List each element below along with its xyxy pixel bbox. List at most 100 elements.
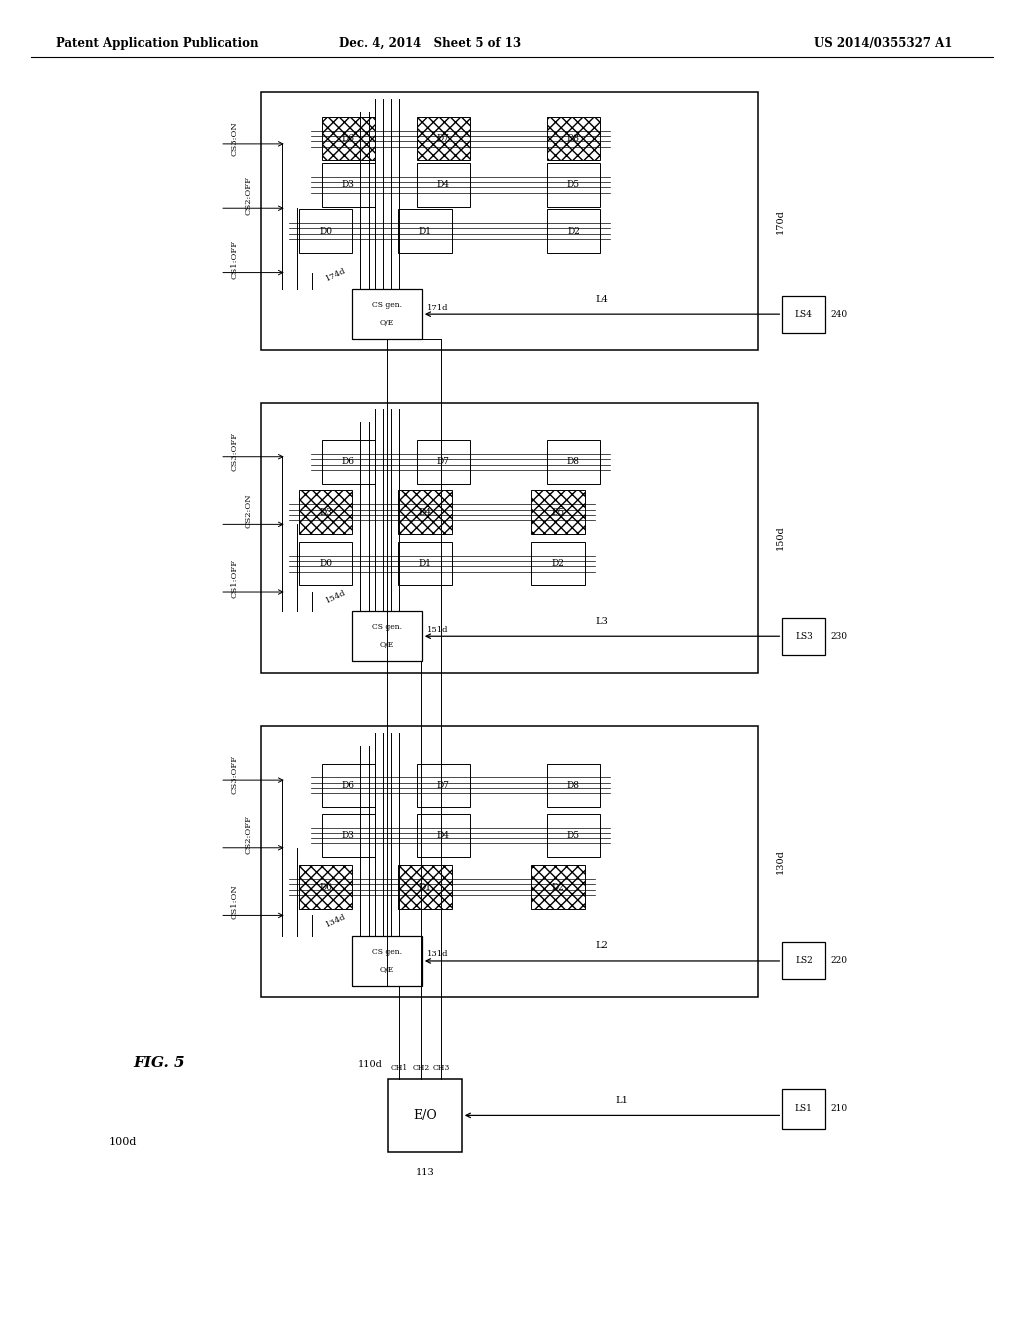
Bar [299,866,352,908]
Bar [398,490,452,533]
Text: CS1:ON: CS1:ON [230,884,239,919]
Text: 170d: 170d [776,209,784,234]
Bar [417,162,470,206]
Bar [299,490,352,533]
Text: D7: D7 [437,135,450,143]
Bar [398,541,452,586]
Text: 240: 240 [830,310,848,318]
Text: LS4: LS4 [795,310,813,318]
Text: D6: D6 [342,458,354,466]
Text: 151d: 151d [427,626,449,634]
Text: 100d: 100d [109,1137,137,1147]
Bar [547,116,600,160]
Text: L2: L2 [596,941,608,950]
Text: D2: D2 [552,883,564,891]
Text: CH3: CH3 [432,1064,450,1072]
Bar [547,763,600,807]
Text: D8: D8 [567,458,580,466]
Text: CS3:ON: CS3:ON [230,121,239,156]
Text: D4: D4 [437,181,450,189]
Text: L4: L4 [596,294,608,304]
Text: FIG. 5: FIG. 5 [133,1056,184,1069]
Text: CS3:OFF: CS3:OFF [230,432,239,471]
Text: Dec. 4, 2014   Sheet 5 of 13: Dec. 4, 2014 Sheet 5 of 13 [339,37,521,50]
Text: O/E: O/E [380,642,394,649]
Bar [417,813,470,858]
Text: D1: D1 [419,883,431,891]
Bar [782,1089,825,1129]
Text: 150d: 150d [776,525,784,550]
Text: D7: D7 [437,781,450,789]
Bar [322,813,375,858]
Text: L3: L3 [596,616,608,626]
Text: O/E: O/E [380,966,394,974]
Text: D2: D2 [567,227,580,235]
Text: CS2:ON: CS2:ON [245,494,253,528]
Bar [417,440,470,483]
Text: D1: D1 [419,227,431,235]
Text: D0: D0 [319,227,332,235]
Text: CS1:OFF: CS1:OFF [230,240,239,280]
Text: O/E: O/E [380,319,394,327]
Bar [261,92,758,350]
Text: D3: D3 [319,508,332,516]
Text: 174d: 174d [325,267,347,282]
Bar [388,1080,462,1151]
Text: D4: D4 [437,832,450,840]
Text: LS3: LS3 [795,632,813,640]
Text: 134d: 134d [325,913,347,929]
Bar [261,403,758,673]
Text: CS2:OFF: CS2:OFF [245,814,253,854]
Bar [322,763,375,807]
Bar [322,116,375,160]
Text: CS gen.: CS gen. [372,948,402,956]
Text: 171d: 171d [427,304,449,312]
Bar [531,490,585,533]
Bar [547,440,600,483]
Text: D3: D3 [342,832,354,840]
Text: 110d: 110d [358,1060,383,1069]
Text: D0: D0 [319,883,332,891]
Text: D5: D5 [567,181,580,189]
Text: CS2:OFF: CS2:OFF [245,176,253,215]
Text: CS gen.: CS gen. [372,301,402,309]
Text: D2: D2 [552,560,564,568]
Text: CS gen.: CS gen. [372,623,402,631]
Text: D6: D6 [342,135,354,143]
Bar [398,866,452,908]
Bar [531,866,585,908]
Bar [322,440,375,483]
Text: D6: D6 [342,781,354,789]
Bar [547,209,600,253]
Bar [547,813,600,858]
Text: 130d: 130d [776,849,784,874]
Text: CH1: CH1 [390,1064,408,1072]
Text: D7: D7 [437,458,450,466]
Bar [531,541,585,586]
Text: 113: 113 [416,1167,434,1176]
Text: D0: D0 [319,560,332,568]
Text: D5: D5 [552,508,564,516]
Text: US 2014/0355327 A1: US 2014/0355327 A1 [814,37,952,50]
Text: D4: D4 [419,508,431,516]
Bar [261,726,758,997]
Bar [352,289,422,339]
Bar [352,611,422,661]
Text: 210: 210 [830,1105,848,1113]
Bar [782,618,825,655]
Text: 154d: 154d [325,589,347,605]
Bar [322,162,375,206]
Text: 131d: 131d [427,950,449,958]
Bar [417,763,470,807]
Text: L1: L1 [615,1096,629,1105]
Text: CH2: CH2 [413,1064,430,1072]
Bar [547,162,600,206]
Bar [299,209,352,253]
Bar [352,936,422,986]
Text: CS3:OFF: CS3:OFF [230,755,239,795]
Text: D8: D8 [567,135,580,143]
Text: LS1: LS1 [795,1105,813,1113]
Text: E/O: E/O [413,1109,437,1122]
Bar [299,541,352,586]
Text: 220: 220 [830,957,848,965]
